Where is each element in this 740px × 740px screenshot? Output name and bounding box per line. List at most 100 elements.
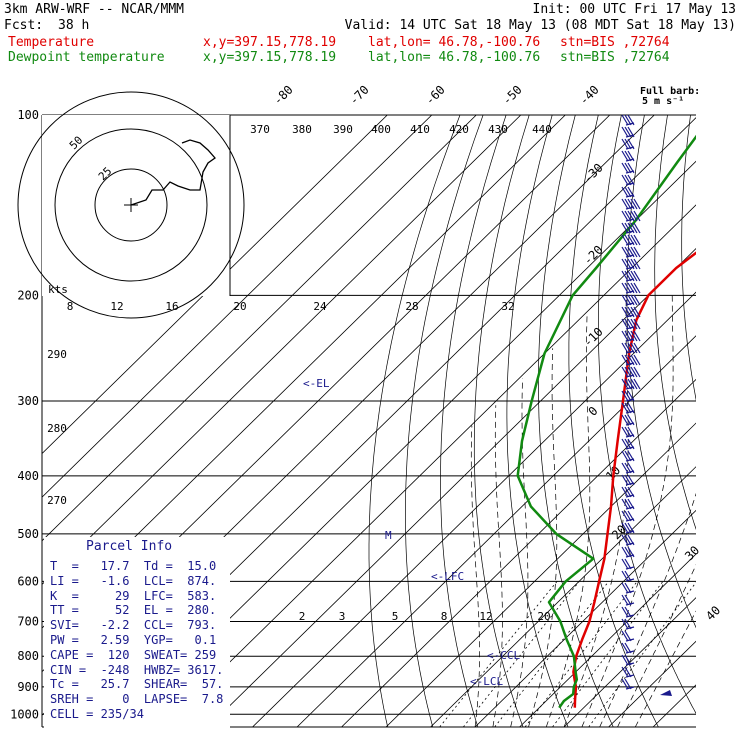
dry-adiabat: [506, 115, 569, 727]
parcel-info-box: Parcel Info T = 17.7 Td = 15.0 LI = -1.6 …: [44, 537, 230, 729]
wind-barb: [624, 546, 632, 558]
wind-barb: [624, 222, 632, 234]
wind-barb: [633, 234, 641, 246]
wind-barb: [621, 474, 629, 486]
wind-barb: [633, 342, 641, 354]
wind-barb: [630, 234, 638, 246]
wind-barb: [630, 222, 638, 234]
wind-barb: [627, 546, 635, 558]
wind-barb: [633, 270, 641, 282]
isotherm-line: [42, 115, 433, 498]
pressure-tick-label: 400: [17, 469, 39, 483]
speed-tick-label: 16: [165, 300, 178, 313]
wind-barb: [627, 522, 635, 534]
wind-barb: [621, 342, 629, 354]
wind-barb: [633, 318, 641, 330]
pressure-tick-label: 100: [17, 108, 39, 122]
dew-legend-label: Dewpoint temperature: [8, 50, 165, 65]
isotherm-label: -40: [577, 83, 602, 108]
mixing-ratio-label: 3: [339, 610, 346, 623]
wind-barb: [627, 330, 635, 342]
parcel-info-row: CAPE = 120 SWEAT= 259: [50, 647, 217, 662]
wind-barb: [624, 270, 632, 282]
wind-barb: [624, 486, 632, 498]
wind-barb: [627, 534, 635, 546]
wind-barb: [624, 318, 632, 330]
hodograph-trace: [130, 139, 216, 206]
wind-barb: [633, 306, 641, 318]
wind-key-label: Full barb:: [640, 86, 700, 97]
wind-barb: [621, 498, 629, 510]
wind-barb: [627, 342, 635, 354]
isotherm-label: -10: [581, 325, 606, 350]
dry-adiabat: [598, 115, 696, 715]
wind-barb: [621, 198, 629, 210]
wind-barb: [621, 210, 629, 222]
forecast-hours: 38 h: [58, 18, 90, 33]
wind-barb: [627, 294, 635, 306]
wind-barb: [630, 378, 638, 390]
isotherm-line: [652, 684, 696, 727]
wind-barb: [627, 210, 635, 222]
wind-barb: [621, 150, 629, 162]
wind-barb: [624, 570, 632, 582]
wind-barb: [630, 354, 638, 366]
wind-barb: [621, 654, 629, 666]
wind-barb: [630, 258, 638, 270]
wind-barb: [633, 378, 641, 390]
forecast-label: Fcst:: [4, 18, 44, 33]
wind-barb: [624, 606, 632, 618]
theta-label: 290: [47, 348, 67, 361]
wind-barb: [621, 570, 629, 582]
wind-barb: [621, 606, 629, 618]
theta-label: 280: [47, 422, 67, 435]
wind-barb: [633, 246, 641, 258]
wind-barb: [633, 258, 641, 270]
wind-barb: [624, 390, 632, 402]
level-annotation: <-LFC: [431, 570, 464, 583]
wind-barb: [627, 258, 635, 270]
wind-barb: [627, 114, 635, 126]
isotherm-label: -80: [271, 83, 296, 108]
wind-barb: [621, 534, 629, 546]
wind-barb: [624, 558, 632, 570]
wind-barb: [624, 582, 632, 594]
wind-barb: [624, 126, 632, 138]
wind-barb: [627, 354, 635, 366]
theta-label: 380: [292, 123, 312, 136]
wind-barb: [627, 390, 635, 402]
wind-barb: [621, 258, 629, 270]
wind-barb: [621, 246, 629, 258]
pressure-tick-label: 1000: [10, 707, 39, 721]
wind-barb: [627, 186, 635, 198]
wind-barb: [627, 366, 635, 378]
moist-adiabat: [492, 405, 503, 727]
wind-barb: [624, 534, 632, 546]
wind-barb: [627, 222, 635, 234]
dry-adiabat: [473, 115, 530, 727]
valid-time: Valid: 14 UTC Sat 18 May 13 (08 MDT Sat …: [344, 18, 736, 33]
dew-station: stn=BIS ,72764: [560, 50, 670, 65]
dew-xy: x,y=397.15,778.19: [203, 50, 337, 65]
wind-barb: [624, 162, 632, 174]
wind-barb: [621, 366, 629, 378]
wind-barb: [627, 510, 635, 522]
isotherm-line: [42, 115, 477, 542]
wind-barb: [624, 258, 632, 270]
wind-barb: [624, 246, 632, 258]
wind-barb: [621, 462, 629, 474]
wind-barb: [627, 498, 635, 510]
wind-barb: [624, 234, 632, 246]
temp-legend-label: Temperature: [8, 35, 95, 50]
wind-barb: [621, 222, 629, 234]
wind-barb: [621, 582, 629, 594]
level-annotation: <-EL: [303, 377, 330, 390]
theta-label: 400: [371, 123, 391, 136]
wind-barb: [624, 630, 632, 642]
wind-barb: [621, 282, 629, 294]
isotherm-label: 30: [682, 543, 702, 563]
mixing-ratio-line: [494, 581, 610, 727]
wind-barb: [627, 450, 635, 462]
speed-tick-label: 8: [67, 300, 74, 313]
